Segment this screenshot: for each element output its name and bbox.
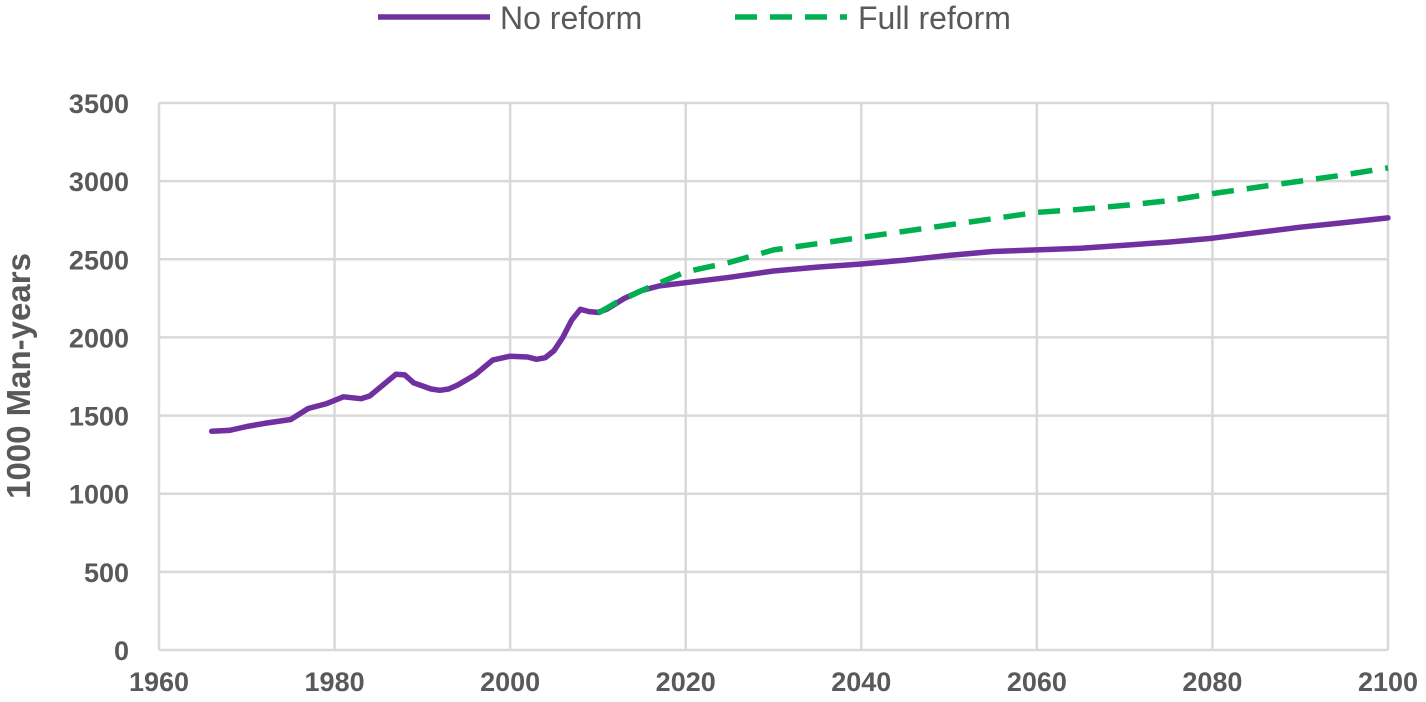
y-tick-label: 500 bbox=[84, 558, 129, 588]
x-tick-label: 2040 bbox=[831, 667, 891, 697]
x-tick-label: 2000 bbox=[480, 667, 540, 697]
y-axis-title: 1000 Man-years bbox=[0, 253, 37, 499]
y-tick-label: 3500 bbox=[69, 89, 129, 119]
x-tick-label: 2020 bbox=[656, 667, 716, 697]
x-axis-ticks: 1960 1980 2000 2020 2040 2060 2080 2100 bbox=[129, 667, 1418, 697]
x-tick-label: 1980 bbox=[305, 667, 365, 697]
x-tick-label: 1960 bbox=[129, 667, 189, 697]
series-lines bbox=[208, 165, 1391, 434]
x-tick-label: 2060 bbox=[1007, 667, 1067, 697]
y-tick-label: 2000 bbox=[69, 323, 129, 353]
y-axis-ticks: 0 500 1000 1500 2000 2500 3000 3500 bbox=[69, 89, 129, 666]
y-tick-label: 2500 bbox=[69, 245, 129, 275]
y-tick-label: 0 bbox=[114, 636, 129, 666]
x-tick-label: 2080 bbox=[1182, 667, 1242, 697]
series-line-no-reform bbox=[208, 215, 1391, 434]
x-tick-label: 2100 bbox=[1358, 667, 1418, 697]
legend-label: Full reform bbox=[858, 0, 1011, 36]
y-tick-label: 1500 bbox=[69, 402, 129, 432]
gridlines bbox=[157, 101, 1390, 652]
legend: No reform Full reform bbox=[378, 0, 1011, 36]
series-line-full-reform bbox=[596, 165, 1389, 316]
y-tick-label: 1000 bbox=[69, 480, 129, 510]
legend-label: No reform bbox=[500, 0, 642, 36]
y-tick-label: 3000 bbox=[69, 167, 129, 197]
